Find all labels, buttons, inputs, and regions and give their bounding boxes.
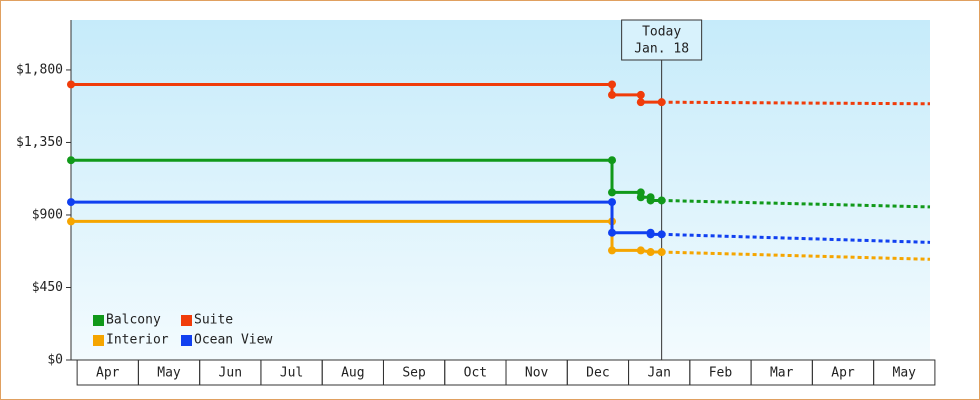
legend-label: Interior: [106, 333, 169, 348]
price-point: [657, 248, 666, 257]
x-tick-label: Feb: [709, 366, 733, 381]
price-point: [608, 80, 617, 89]
forecast-line: [661, 100, 931, 106]
legend-swatch: [181, 335, 192, 346]
price-point: [636, 98, 645, 107]
y-tick-label: $450: [32, 280, 63, 295]
price-point: [646, 248, 655, 257]
price-point: [657, 230, 666, 239]
price-point: [657, 98, 666, 107]
today-label: Jan. 18: [634, 42, 689, 57]
x-tick-label: Aug: [341, 366, 364, 381]
price-point: [608, 246, 617, 255]
price-point: [646, 196, 655, 205]
price-point: [636, 90, 645, 99]
legend-label: Balcony: [106, 313, 161, 328]
forecast-line: [661, 198, 931, 209]
plot-area: [71, 20, 930, 360]
price-point: [646, 230, 655, 239]
y-tick-label: $0: [47, 353, 63, 368]
x-tick-label: Jul: [280, 366, 303, 381]
legend-label: Suite: [194, 313, 233, 328]
price-point: [67, 156, 75, 165]
y-tick-label: $900: [32, 207, 63, 222]
x-tick-label: Jan: [647, 366, 670, 381]
price-point: [67, 217, 75, 226]
price-point: [608, 90, 617, 99]
price-point: [608, 188, 617, 197]
today-label: Today: [642, 25, 681, 40]
x-tick-label: May: [893, 366, 917, 381]
price-point: [608, 156, 617, 165]
price-point: [67, 198, 75, 207]
x-tick-label: Sep: [402, 366, 426, 381]
x-tick-label: Jun: [219, 366, 242, 381]
price-point: [636, 193, 645, 202]
today-box: [621, 19, 703, 61]
x-tick-label: Nov: [525, 366, 549, 381]
y-tick-label: $1,800: [16, 62, 63, 77]
x-tick-label: Apr: [96, 366, 120, 381]
x-tick-label: Oct: [464, 366, 487, 381]
legend-swatch: [93, 335, 104, 346]
price-point: [657, 196, 666, 205]
forecast-line: [661, 232, 931, 244]
price-point: [636, 246, 645, 255]
legend-label: Ocean View: [194, 333, 272, 348]
x-tick-label: Dec: [586, 366, 609, 381]
legend-swatch: [181, 315, 192, 326]
forecast-line: [661, 250, 931, 261]
y-tick-label: $1,350: [16, 135, 63, 150]
price-point: [608, 198, 617, 207]
price-point: [608, 228, 617, 237]
x-tick-label: Mar: [770, 366, 794, 381]
price-point: [67, 80, 75, 89]
x-tick-label: Apr: [831, 366, 855, 381]
x-tick-cell: [873, 359, 936, 386]
legend-swatch: [93, 315, 104, 326]
x-tick-label: May: [157, 366, 181, 381]
